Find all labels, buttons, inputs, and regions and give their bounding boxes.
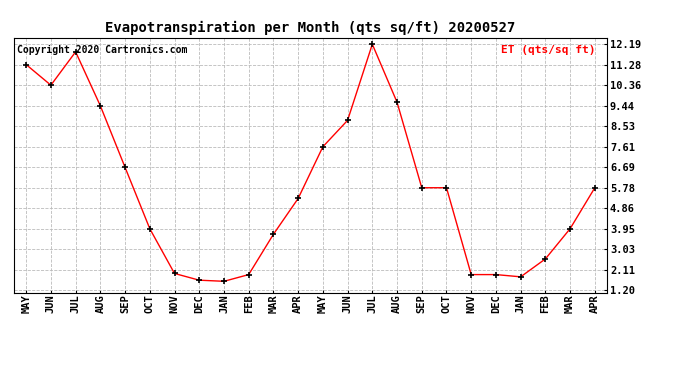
Title: Evapotranspiration per Month (qts sq/ft) 20200527: Evapotranspiration per Month (qts sq/ft)… bbox=[106, 21, 515, 35]
Text: Copyright 2020 Cartronics.com: Copyright 2020 Cartronics.com bbox=[17, 45, 187, 55]
Text: ET (qts/sq ft): ET (qts/sq ft) bbox=[501, 45, 595, 55]
